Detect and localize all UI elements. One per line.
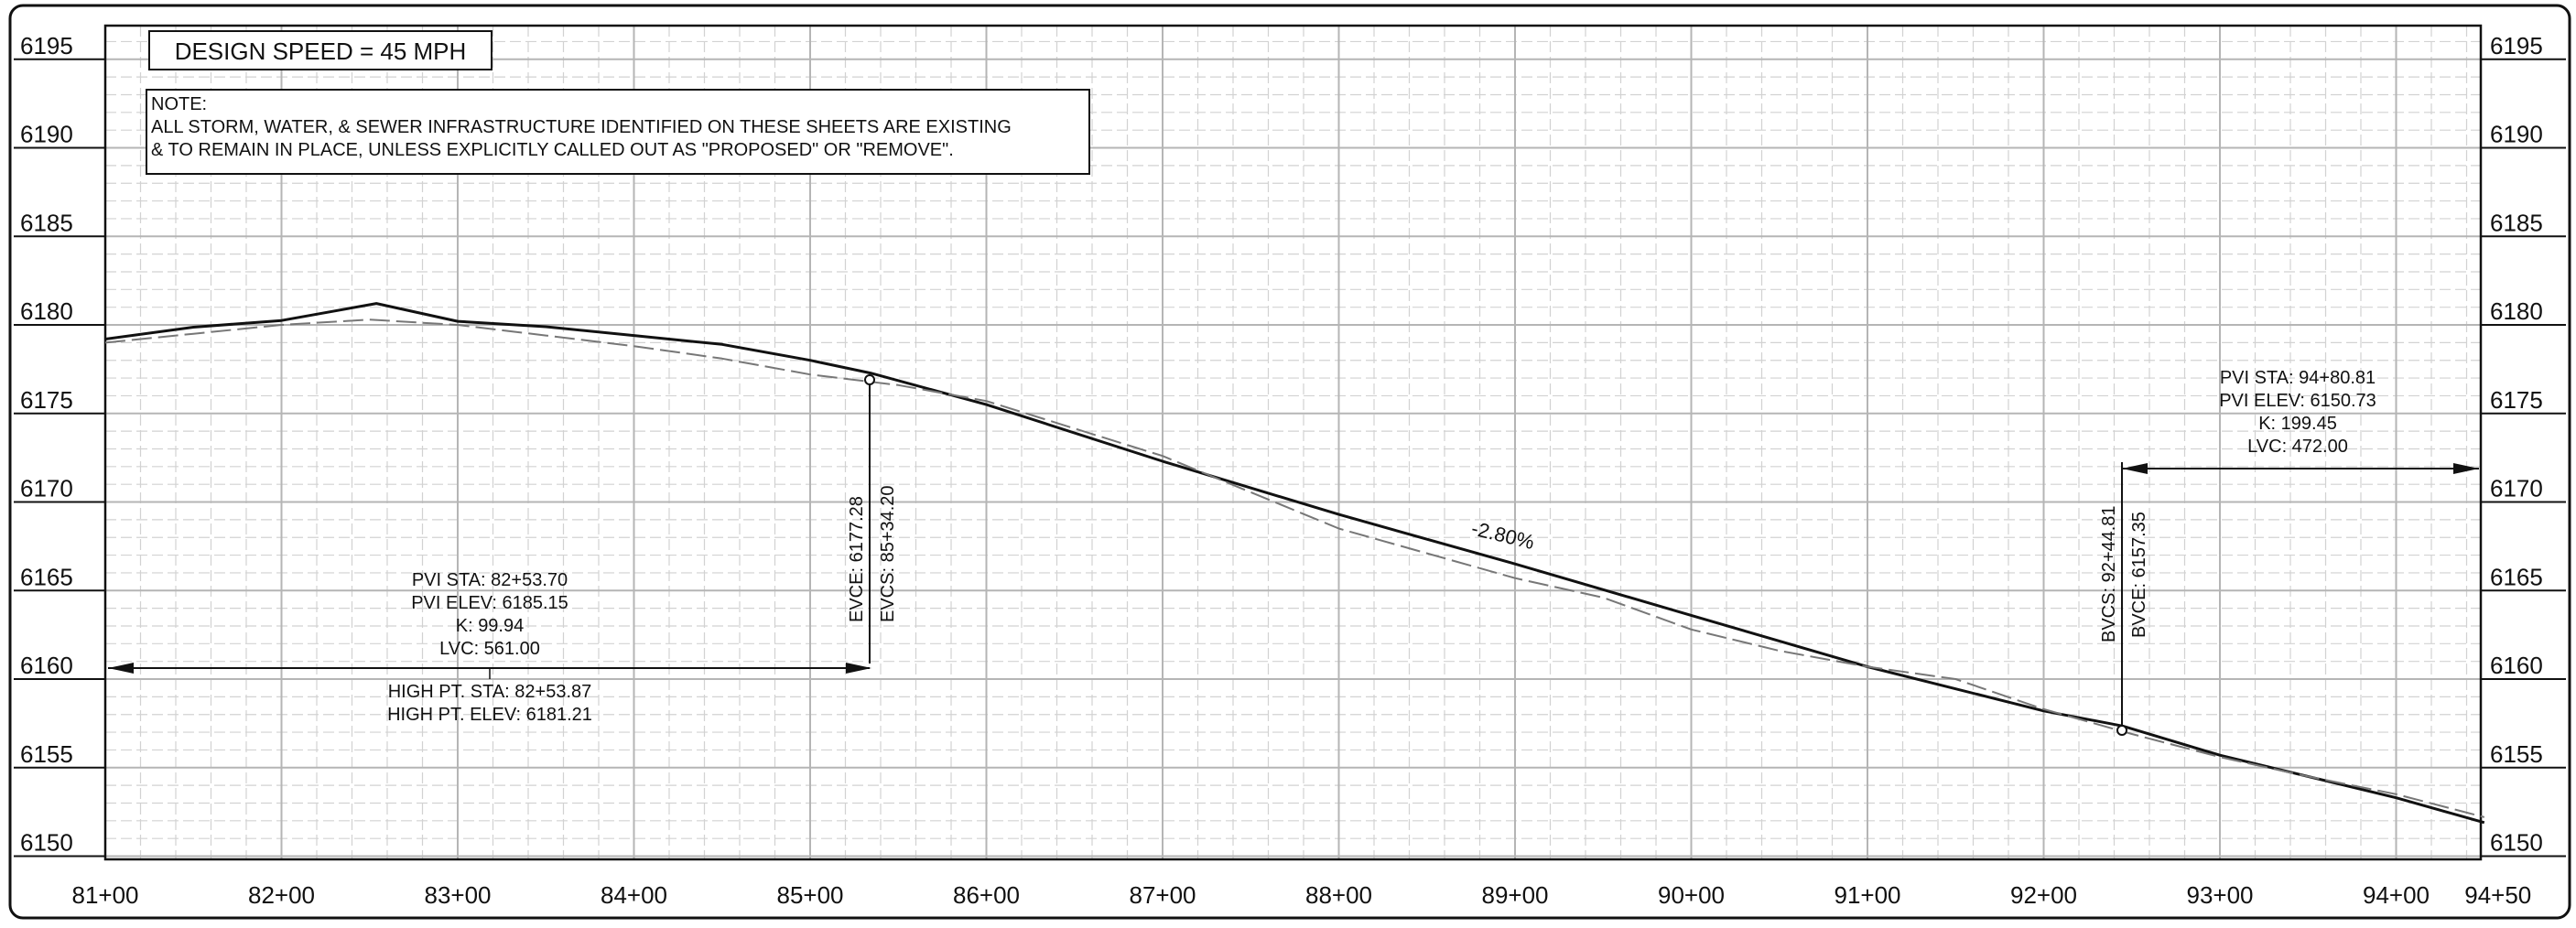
evc-point-marker: [864, 374, 875, 385]
station-tick-label: 92+00: [2010, 881, 2077, 909]
sheet-border: [8, 4, 2571, 920]
design-speed-label: DESIGN SPEED = 45 MPH: [175, 38, 467, 65]
note-line-2: & TO REMAIN IN PLACE, UNLESS EXPLICITLY …: [151, 140, 954, 160]
station-axis: 81+00 82+00 83+00 84+00 85+00 86+00 87+00 88+00…: [71, 881, 2531, 909]
evce-label: EVCE: 6177.28: [847, 496, 867, 622]
curve2-lvc: LVC: 472.00: [2247, 437, 2348, 457]
station-tick-label: 85+00: [776, 881, 843, 909]
elevation-tick-label-right: 6195: [2490, 32, 2543, 59]
elevation-tick-label-left: 6195: [20, 32, 73, 59]
elevation-tick-label-right: 6190: [2490, 121, 2543, 148]
proposed-profile-line: [104, 302, 2485, 825]
station-tick-label: 93+00: [2186, 881, 2253, 909]
bvcs-label: BVCS: 92+44.81: [2099, 505, 2119, 642]
design-speed-box: [148, 30, 492, 70]
note-line-1: ALL STORM, WATER, & SEWER INFRASTRUCTURE…: [151, 117, 1012, 137]
station-tick-label: 86+00: [953, 881, 1020, 909]
profile-lines: [104, 302, 2485, 825]
curve2-pvi-elev: PVI ELEV: 6150.73: [2219, 391, 2376, 411]
evcs-label: EVCS: 85+34.20: [878, 485, 898, 622]
elevation-tick-label-right: 6180: [2490, 297, 2543, 325]
elevation-tick-label-left: 6165: [20, 563, 73, 590]
elevation-tick-label-left: 6150: [20, 829, 73, 857]
station-tick-label: 82+00: [248, 881, 315, 909]
existing-ground-line: [104, 318, 2485, 818]
high-point-elevation: HIGH PT. ELEV: 6181.21: [387, 705, 592, 725]
elevation-tick-label-left: 6170: [20, 475, 73, 502]
curve1-k-value: K: 99.94: [456, 616, 525, 636]
elevation-tick-label-right: 6160: [2490, 652, 2543, 679]
elevation-tick-label-right: 6150: [2490, 829, 2543, 857]
station-tick-label: 91+00: [1834, 881, 1900, 909]
curve1-pvi-sta: PVI STA: 82+53.70: [412, 570, 568, 590]
grid-lines: [105, 26, 2481, 859]
elevation-tick-label-left: 6185: [20, 209, 73, 236]
elevation-tick-label-right: 6175: [2490, 386, 2543, 414]
station-tick-label: 87+00: [1129, 881, 1196, 909]
station-tick-label: 88+00: [1305, 881, 1372, 909]
station-tick-label: 83+00: [424, 881, 491, 909]
curve2-left-arrowhead: [2122, 463, 2148, 474]
elevation-tick-label-left: 6155: [20, 740, 73, 768]
curve2-right-arrowhead: [2453, 463, 2479, 474]
plot-frame: [103, 24, 2483, 861]
elevation-tick-label-right: 6170: [2490, 475, 2543, 502]
bvc-point-marker: [2116, 725, 2127, 736]
curve1-pvi-elev: PVI ELEV: 6185.15: [411, 593, 568, 613]
curve2-k-value: K: 199.45: [2258, 414, 2337, 434]
station-tick-label: 89+00: [1481, 881, 1548, 909]
elevation-tick-label-left: 6190: [20, 121, 73, 148]
note-heading: NOTE:: [151, 94, 207, 114]
curve1-left-arrowhead: [108, 663, 134, 674]
note-box: [146, 89, 1090, 175]
station-tick-label: 84+00: [601, 881, 667, 909]
bvce-label: BVCE: 6157.35: [2129, 512, 2149, 638]
elevation-tick-label-left: 6175: [20, 386, 73, 414]
station-tick-label: 94+50: [2464, 881, 2531, 909]
elevation-tick-label-right: 6185: [2490, 209, 2543, 236]
elevation-tick-label-left: 6160: [20, 652, 73, 679]
elevation-tick-label-right: 6155: [2490, 740, 2543, 768]
elevation-axis-right: 6195 6190 6185 6180 6175 6170 6165 6160 6155 6150: [2481, 32, 2566, 858]
curve1-right-arrowhead: [846, 663, 871, 674]
curve2-pvi-sta: PVI STA: 94+80.81: [2220, 368, 2376, 388]
elevation-tick-label-left: 6180: [20, 297, 73, 325]
station-tick-label: 94+00: [2363, 881, 2430, 909]
station-tick-label: 90+00: [1658, 881, 1725, 909]
elevation-axis-left: 6195 6190 6185 6180 6175 6170 6165 6160 6155 6150: [14, 32, 105, 858]
curve1-lvc: LVC: 561.00: [439, 639, 540, 659]
high-point-station: HIGH PT. STA: 82+53.87: [388, 682, 592, 702]
elevation-tick-label-right: 6165: [2490, 563, 2543, 590]
station-tick-label: 81+00: [71, 881, 138, 909]
